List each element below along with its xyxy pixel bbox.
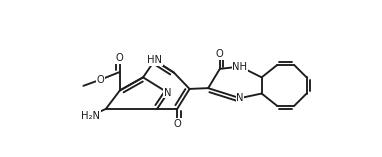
Text: H₂N: H₂N — [81, 111, 100, 121]
Text: N: N — [236, 93, 244, 103]
Text: NH: NH — [233, 62, 248, 72]
Text: N: N — [164, 88, 172, 98]
Text: HN: HN — [147, 55, 162, 65]
Text: O: O — [116, 53, 124, 63]
Text: O: O — [173, 119, 181, 129]
Text: O: O — [97, 75, 104, 85]
Text: O: O — [216, 49, 224, 59]
